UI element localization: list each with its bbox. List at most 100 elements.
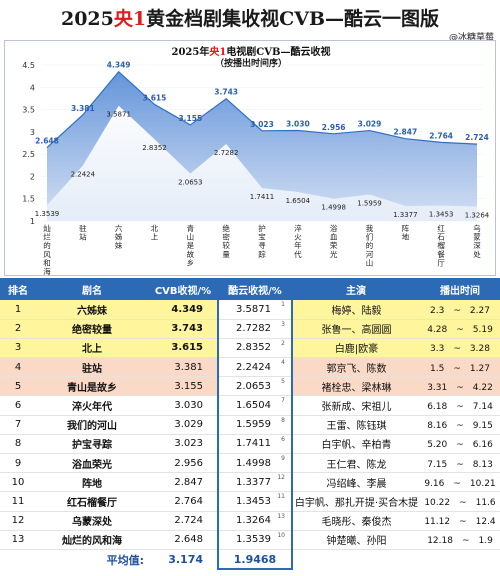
cloud-cell: 1.7411 6 (217, 434, 293, 455)
cloud-rank: 11 (277, 493, 285, 501)
table-row: 13 灿烂的风和海 2.648 1.3539 10 钟楚曦、孙阳 12.18 ~ 1.9 (0, 530, 500, 550)
table-row: 3 北上 3.615 2.8352 2 白鹿|欧豪 3.3 ~ 3.28 (0, 338, 500, 359)
cvb-cell: 2.724 (148, 511, 218, 531)
cast-cell: 钟楚曦、孙阳 (292, 530, 420, 550)
x-tick-label: 六姊妹 (115, 223, 123, 250)
cast-cell: 张新成、宋祖儿 (292, 395, 420, 416)
cvb-cell: 2.956 (148, 453, 218, 474)
cloud-rank: 9 (281, 455, 285, 462)
airtime-cell: 9.16 ~ 10.21 (420, 472, 500, 493)
rank-cell: 6 (0, 395, 36, 416)
cast-cell: 毛晓彤、秦俊杰 (292, 511, 420, 531)
y-tick-label: 4 (30, 83, 35, 92)
title-cell: 阵地 (36, 472, 148, 493)
cloud-value: 2.7282 (236, 323, 271, 335)
cast-cell: 白鹿|欧豪 (292, 338, 420, 359)
table-row: 8 护宝寻踪 3.023 1.7411 6 白宇帆、辛柏青 5.20 ~ 6.16 (0, 434, 500, 455)
cloud-rank: 6 (281, 435, 285, 443)
cloud-data-label: 3.5871 (106, 111, 131, 119)
cloud-rank: 13 (277, 512, 285, 520)
cast-cell: 梅婷、陆毅 (292, 300, 420, 320)
airtime-cell: 1.5 ~ 1.27 (420, 357, 500, 378)
cloud-data-label: 1.4998 (321, 204, 346, 212)
cloud-cell: 1.3453 11 (217, 491, 293, 512)
cvb-data-label: 3.381 (71, 104, 95, 113)
cloud-rank: 4 (281, 359, 285, 367)
column-header: 播出时间 (420, 278, 500, 300)
table-row: 2 绝密较量 3.743 2.7282 3 张鲁一、高圆圆 4.28 ~ 5.19 (0, 319, 500, 339)
chart-container: 2025年央1电视剧CVB—酷云收视 （按播出时间序） 1 1.5 2 2.5 3 3.5 4 4… (4, 40, 496, 276)
cvb-cell: 3.023 (148, 434, 218, 455)
average-label: 平均值: (106, 553, 144, 567)
title-cell: 乌蒙深处 (36, 511, 148, 531)
cloud-value: 1.3264 (236, 515, 271, 527)
rank-cell: 8 (0, 434, 36, 455)
rank-cell: 12 (0, 511, 36, 531)
cloud-data-label: 1.7411 (250, 193, 275, 201)
cvb-data-label: 3.023 (250, 120, 274, 129)
x-tick-label: 北上 (151, 224, 159, 242)
cloud-value: 3.5871 (236, 303, 271, 315)
title-cell: 灿烂的风和海 (36, 530, 148, 550)
airtime-cell: 2.3 ~ 2.27 (420, 300, 500, 320)
cloud-value: 2.2424 (236, 361, 271, 373)
airtime-cell: 3.31 ~ 4.22 (420, 376, 500, 397)
airtime-cell: 7.15 ~ 8.13 (420, 453, 500, 474)
column-header: 主演 (292, 278, 420, 300)
title-cell: 红石榴餐厅 (36, 491, 148, 512)
y-tick-label: 3 (30, 128, 35, 137)
table-row: 10 阵地 2.847 1.3377 12 冯绍峰、李晨 9.16 ~ 10.21 (0, 472, 500, 493)
cloud-value: 1.3377 (236, 476, 271, 488)
cloud-data-label: 2.0653 (178, 179, 203, 187)
cloud-cell: 1.4998 9 (217, 453, 293, 474)
cloud-cell: 1.3264 13 (217, 511, 293, 531)
cloud-cell: 1.5959 8 (217, 415, 293, 435)
cast-cell: 张鲁一、高圆圆 (292, 319, 420, 339)
title-cell: 驻站 (36, 357, 148, 378)
rank-cell: 13 (0, 530, 36, 550)
airtime-cell: 10.22 ~ 11.6 (420, 491, 500, 512)
table-row: 9 浴血荣光 2.956 1.4998 9 王仁君、陈龙 7.15 ~ 8.13 (0, 453, 500, 474)
title-cell: 护宝寻踪 (36, 434, 148, 455)
cloud-rank: 12 (277, 474, 285, 482)
cloud-data-label: 1.3453 (429, 211, 454, 219)
title-cell: 北上 (36, 338, 148, 359)
column-header: 剧名 (36, 278, 148, 300)
cast-cell: 白宇帆、辛柏青 (292, 434, 420, 455)
x-tick-label: 乌蒙深处 (473, 223, 481, 259)
rank-cell: 1 (0, 300, 36, 320)
cvb-data-label: 3.615 (143, 93, 167, 102)
cvb-cell: 2.764 (148, 491, 218, 512)
airtime-cell: 8.16 ~ 9.15 (420, 415, 500, 435)
cloud-value: 1.3539 (236, 534, 271, 546)
cloud-data-label: 2.7282 (214, 149, 239, 157)
y-tick-label: 3.5 (22, 106, 35, 115)
table-row: 7 我们的河山 3.029 1.5959 8 王雷、陈钰琪 8.16 ~ 9.15 (0, 415, 500, 435)
x-tick-label: 浴血荣光 (330, 223, 338, 259)
cloud-rank: 1 (281, 301, 285, 308)
rank-cell: 3 (0, 338, 36, 359)
cloud-value: 2.0653 (236, 380, 271, 392)
y-tick-label: 1 (30, 217, 35, 226)
table-row: 1 六姊妹 4.349 3.5871 1 梅婷、陆毅 2.3 ~ 2.27 (0, 300, 500, 320)
cloud-cell: 1.3539 10 (217, 530, 293, 550)
page-title: 2025央1黄金档剧集收视CVB—酷云一图版 (60, 8, 440, 30)
table-row: 4 驻站 3.381 2.2424 4 郭京飞、陈数 1.5 ~ 1.27 (0, 357, 500, 378)
cloud-value: 1.5959 (236, 419, 271, 431)
rank-cell: 11 (0, 491, 36, 512)
cloud-value: 1.3453 (236, 495, 271, 507)
column-header: 排名 (0, 278, 36, 300)
column-header: 酷云收视/% (218, 278, 292, 300)
cast-cell: 郭京飞、陈数 (292, 357, 420, 378)
x-tick-label: 阵地 (402, 223, 410, 242)
cloud-area (47, 105, 477, 221)
average-row: 平均值: 3.174 1.9468 (0, 549, 500, 571)
airtime-cell: 6.18 ~ 7.14 (420, 395, 500, 416)
cvb-data-label: 2.648 (35, 137, 59, 146)
airtime-cell: 3.3 ~ 3.28 (420, 338, 500, 359)
y-tick-label: 4.5 (22, 61, 35, 70)
x-tick-label: 红石榴餐厅 (437, 223, 445, 267)
cvb-data-label: 4.349 (107, 61, 131, 70)
cloud-rank: 7 (281, 397, 285, 405)
y-tick-label: 1.5 (22, 195, 35, 204)
